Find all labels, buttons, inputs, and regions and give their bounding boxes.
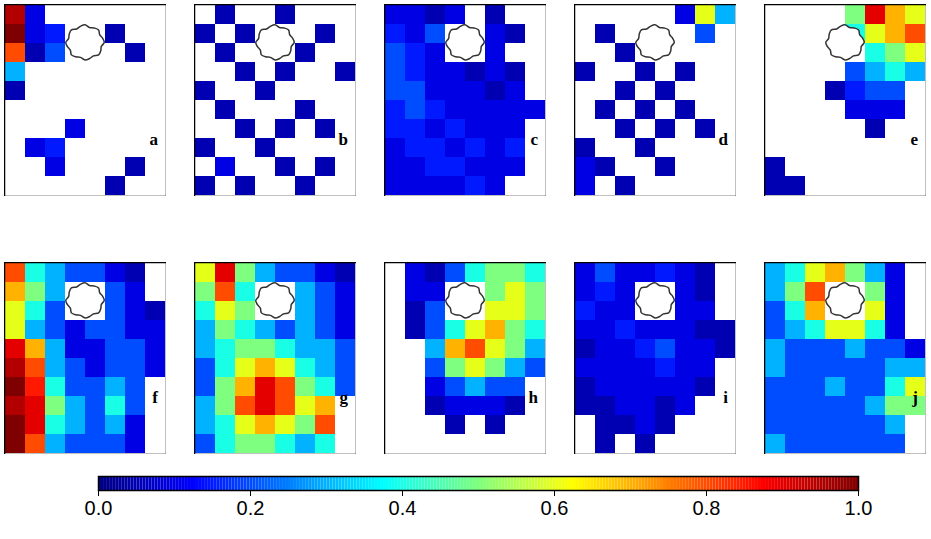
html-text:f: f xyxy=(152,388,158,407)
html-text:d: d xyxy=(718,130,728,149)
html-text:c: c xyxy=(530,130,538,149)
svg-text:0.8: 0.8 xyxy=(693,497,721,519)
html-text:i: i xyxy=(723,388,728,407)
html-text:j: j xyxy=(912,388,918,407)
html-text:b: b xyxy=(338,130,348,149)
html-text:h: h xyxy=(528,388,538,407)
svg-text:0.0: 0.0 xyxy=(85,497,113,519)
html-text:g: g xyxy=(339,388,348,407)
svg-text:0.6: 0.6 xyxy=(541,497,569,519)
html-text:e: e xyxy=(910,130,918,149)
svg-text:0.4: 0.4 xyxy=(389,497,417,519)
html-text:a: a xyxy=(149,130,158,149)
svg-text:1.0: 1.0 xyxy=(845,497,873,519)
svg-text:0.2: 0.2 xyxy=(237,497,265,519)
